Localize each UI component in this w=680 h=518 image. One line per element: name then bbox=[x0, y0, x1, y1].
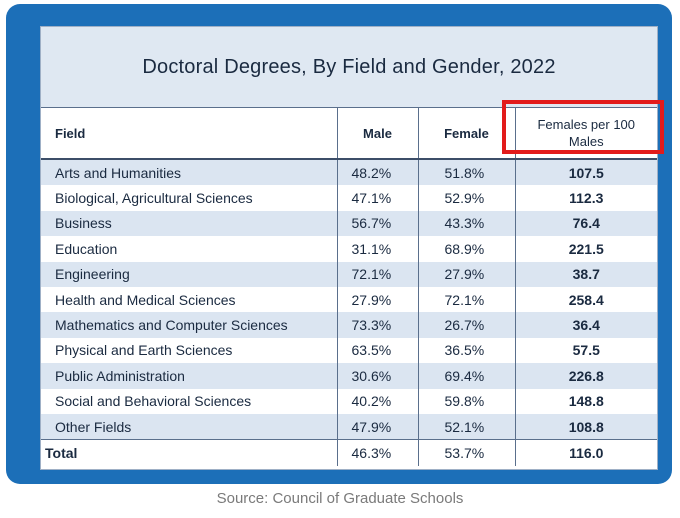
total-ratio-cell: 116.0 bbox=[515, 439, 657, 466]
male-cell: 56.7% bbox=[337, 210, 419, 237]
total-label: Total bbox=[41, 439, 338, 466]
female-cell: 26.7% bbox=[418, 312, 516, 338]
header-male: Male bbox=[337, 108, 419, 160]
ratio-cell: 107.5 bbox=[515, 159, 657, 186]
field-cell: Business bbox=[41, 210, 338, 237]
ratio-cell: 148.8 bbox=[515, 388, 657, 414]
ratio-cell: 38.7 bbox=[515, 261, 657, 287]
total-female-cell: 53.7% bbox=[418, 439, 516, 466]
female-cell: 43.3% bbox=[418, 210, 516, 237]
degrees-table: Field Male Female Females per 100 Males … bbox=[41, 108, 657, 466]
table-row: Other Fields 47.9% 52.1% 108.8 bbox=[41, 413, 657, 440]
ratio-cell: 226.8 bbox=[515, 363, 657, 389]
ratio-cell: 108.8 bbox=[515, 413, 657, 440]
header-females-per-100-males: Females per 100 Males bbox=[515, 108, 657, 160]
female-cell: 27.9% bbox=[418, 261, 516, 287]
table-row: Public Administration 30.6% 69.4% 226.8 bbox=[41, 363, 657, 389]
male-cell: 47.1% bbox=[337, 185, 419, 211]
header-row: Field Male Female Females per 100 Males bbox=[41, 108, 657, 160]
female-cell: 72.1% bbox=[418, 286, 516, 313]
source-note: Source: Council of Graduate Schools bbox=[216, 490, 464, 507]
table-row: Health and Medical Sciences 27.9% 72.1% 258… bbox=[41, 286, 657, 313]
table-body: Arts and Humanities 48.2% 51.8% 107.5 Biolog… bbox=[41, 159, 657, 466]
ratio-cell: 221.5 bbox=[515, 236, 657, 262]
female-cell: 52.1% bbox=[418, 413, 516, 440]
table-row: Social and Behavioral Sciences 40.2% 59.8%… bbox=[41, 388, 657, 414]
table-row: Business 56.7% 43.3% 76.4 bbox=[41, 210, 657, 237]
table-panel: Doctoral Degrees, By Field and Gender, 2… bbox=[40, 26, 658, 470]
field-cell: Education bbox=[41, 236, 338, 262]
table-row: Mathematics and Computer Sciences 73.3% 26… bbox=[41, 312, 657, 338]
male-cell: 40.2% bbox=[337, 388, 419, 414]
female-cell: 51.8% bbox=[418, 159, 516, 186]
table-row: Engineering 72.1% 27.9% 38.7 bbox=[41, 261, 657, 287]
title-band: Doctoral Degrees, By Field and Gender, 2… bbox=[41, 27, 657, 108]
ratio-cell: 258.4 bbox=[515, 286, 657, 313]
female-cell: 52.9% bbox=[418, 185, 516, 211]
ratio-cell: 76.4 bbox=[515, 210, 657, 237]
field-cell: Arts and Humanities bbox=[41, 159, 338, 186]
male-cell: 48.2% bbox=[337, 159, 419, 186]
header-field: Field bbox=[41, 108, 338, 160]
female-cell: 69.4% bbox=[418, 363, 516, 389]
field-cell: Public Administration bbox=[41, 363, 338, 389]
male-cell: 30.6% bbox=[337, 363, 419, 389]
table-row: Physical and Earth Sciences 63.5% 36.5% 57.… bbox=[41, 337, 657, 364]
field-cell: Biological, Agricultural Sciences bbox=[41, 185, 338, 211]
table-title: Doctoral Degrees, By Field and Gender, 2… bbox=[142, 55, 556, 78]
male-cell: 73.3% bbox=[337, 312, 419, 338]
male-cell: 63.5% bbox=[337, 337, 419, 364]
ratio-cell: 112.3 bbox=[515, 185, 657, 211]
field-cell: Physical and Earth Sciences bbox=[41, 337, 338, 364]
field-cell: Engineering bbox=[41, 261, 338, 287]
male-cell: 27.9% bbox=[337, 286, 419, 313]
field-cell: Other Fields bbox=[41, 413, 338, 440]
male-cell: 31.1% bbox=[337, 236, 419, 262]
table-frame: Doctoral Degrees, By Field and Gender, 2… bbox=[6, 4, 672, 484]
ratio-cell: 57.5 bbox=[515, 337, 657, 364]
female-cell: 36.5% bbox=[418, 337, 516, 364]
table-row: Arts and Humanities 48.2% 51.8% 107.5 bbox=[41, 159, 657, 186]
field-cell: Mathematics and Computer Sciences bbox=[41, 312, 338, 338]
table-row: Education 31.1% 68.9% 221.5 bbox=[41, 236, 657, 262]
field-cell: Health and Medical Sciences bbox=[41, 286, 338, 313]
table-row: Biological, Agricultural Sciences 47.1% 52… bbox=[41, 185, 657, 211]
male-cell: 72.1% bbox=[337, 261, 419, 287]
female-cell: 59.8% bbox=[418, 388, 516, 414]
ratio-cell: 36.4 bbox=[515, 312, 657, 338]
female-cell: 68.9% bbox=[418, 236, 516, 262]
header-female: Female bbox=[418, 108, 516, 160]
total-row: Total 46.3% 53.7% 116.0 bbox=[41, 439, 657, 466]
total-male-cell: 46.3% bbox=[337, 439, 419, 466]
male-cell: 47.9% bbox=[337, 413, 419, 440]
field-cell: Social and Behavioral Sciences bbox=[41, 388, 338, 414]
